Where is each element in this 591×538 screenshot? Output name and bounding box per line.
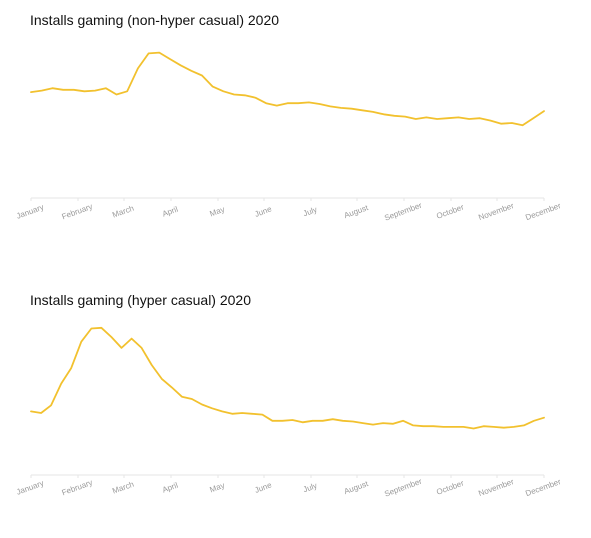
x-tick-label: October	[435, 478, 465, 496]
x-tick-label: May	[208, 205, 225, 219]
x-tick-label: March	[111, 480, 135, 496]
x-tick-label: March	[111, 204, 135, 220]
line-chart-non-hyper-casual: January February March April May June July Augu…	[15, 51, 562, 223]
x-tick-label: January	[15, 479, 45, 497]
x-tick-label: September	[383, 477, 423, 499]
series-line	[30, 51, 545, 127]
line-chart-hyper-casual: January February March April May June July Augu…	[15, 326, 562, 499]
x-tick-label: November	[477, 477, 515, 498]
x-tick-label: July	[302, 205, 318, 218]
x-tick-label: August	[343, 203, 370, 220]
x-tick-label: May	[208, 481, 225, 495]
x-tick-label: November	[477, 201, 515, 222]
chart-non-hyper-casual: Installs gaming (non-hyper casual) 2020 …	[15, 12, 562, 223]
x-tick-label: June	[253, 204, 273, 219]
x-tick-label: June	[253, 480, 273, 495]
x-tick-label: February	[61, 202, 94, 221]
x-tick-label: December	[524, 201, 562, 222]
x-tick-label: April	[161, 205, 179, 219]
x-tick-label: December	[524, 477, 562, 498]
x-tick-label: April	[161, 481, 179, 495]
x-tick-label: September	[383, 201, 423, 223]
chart-hyper-casual: Installs gaming (hyper casual) 2020 Janu…	[0, 280, 591, 538]
chart-title: Installs gaming (hyper casual) 2020	[30, 292, 252, 308]
x-tick-label: July	[302, 481, 318, 494]
x-tick-label: October	[435, 202, 465, 220]
chart-title: Installs gaming (non-hyper casual) 2020	[30, 12, 280, 28]
x-tick-label: January	[15, 203, 45, 221]
x-tick-label: August	[343, 479, 370, 496]
x-tick-label: February	[61, 478, 94, 497]
series-line	[30, 326, 545, 430]
